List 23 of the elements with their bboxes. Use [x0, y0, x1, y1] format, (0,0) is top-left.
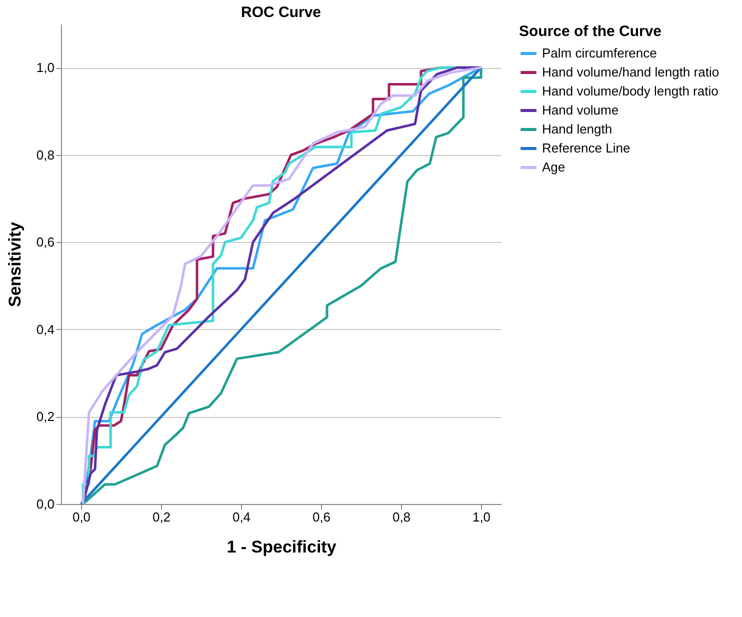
x-axis-title: 1 - Specificity	[226, 538, 337, 556]
chart-title: ROC Curve	[240, 4, 322, 21]
x-tick-label: 0,6	[312, 510, 331, 524]
y-tick-label: 0,2	[36, 409, 54, 424]
x-tick-label: 0,0	[72, 510, 91, 524]
legend-label: Hand length	[542, 122, 612, 136]
legend-label: Hand volume/body length ratio	[542, 84, 718, 98]
x-tick-label: 0,8	[392, 510, 411, 524]
x-tick-label: 0,4	[232, 510, 251, 524]
legend-label: Hand volume/hand length ratio	[542, 64, 720, 80]
y-tick-label: 0,8	[36, 147, 54, 162]
legend-label: Hand volume	[542, 102, 619, 118]
y-tick-label: 0,0	[36, 496, 54, 512]
y-axis-title: Sensitivity	[5, 221, 24, 308]
y-tick-label: 1,0	[36, 60, 54, 76]
x-tick-label: 0,2	[152, 510, 171, 524]
y-tick-label: 0,6	[36, 234, 54, 250]
legend-label: Age	[542, 160, 566, 174]
x-tick-label: 1,0	[472, 510, 491, 524]
legend-title: Source of the Curve	[519, 23, 662, 40]
legend-label: Palm circumference	[542, 46, 657, 60]
y-tick-label: 0,4	[36, 322, 54, 337]
legend-label: Reference Line	[542, 140, 630, 156]
